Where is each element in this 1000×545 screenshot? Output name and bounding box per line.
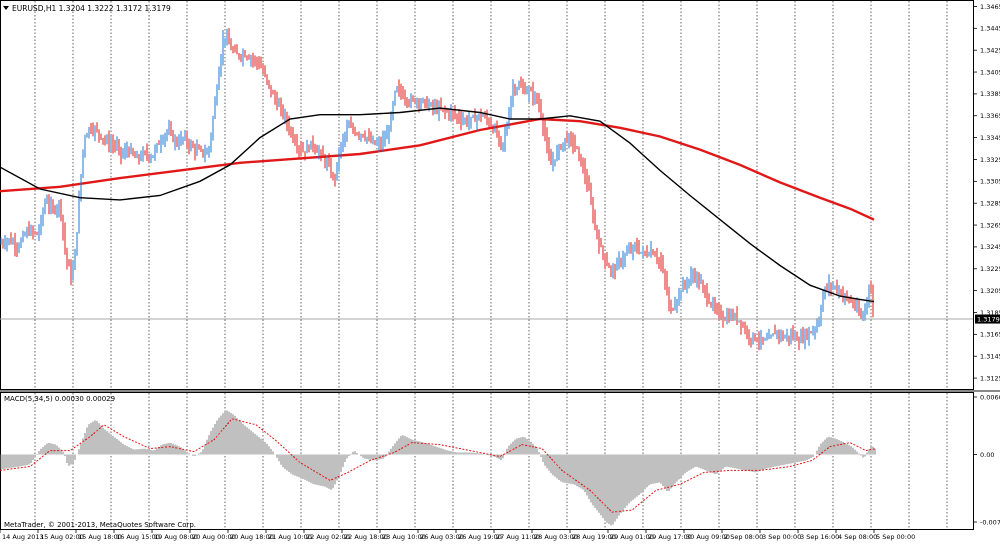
price-axis-label: 1.3425 — [980, 46, 1000, 54]
time-axis-label: 22 Aug 02:00 — [306, 533, 350, 541]
time-axis-label: 15 Aug 02:00 — [40, 533, 84, 541]
symbol-header-text: EURUSD,H1 1.3204 1.3222 1.3172 1.3179 — [12, 4, 171, 13]
time-axis-label: 14 Aug 2013 — [2, 533, 44, 541]
copyright-text: MetaTrader, © 2001-2013, MetaQuotes Soft… — [4, 521, 196, 529]
moving-average-slow — [0, 117, 875, 221]
macd-pane[interactable]: MACD(5,34,5) 0.00030 0.00029 MetaTrader,… — [0, 392, 1000, 530]
macd-signal-line — [0, 418, 877, 513]
macd-axis-label: 0.00 — [980, 451, 994, 459]
time-axis-label: 28 Aug 19:00 — [572, 533, 616, 541]
moving-average-fast — [0, 107, 875, 303]
macd-signal-path — [0, 418, 877, 513]
time-axis-label: 23 Aug 10:00 — [382, 533, 426, 541]
price-axis-label: 1.3385 — [980, 90, 1000, 98]
price-axis-label: 1.3365 — [980, 112, 1000, 120]
time-axis-label: 4 Sep 08:00 — [838, 533, 877, 541]
price-axis-label: 1.3145 — [980, 353, 1000, 361]
price-axis-label: 1.3265 — [980, 221, 1000, 229]
price-axis-label: 1.3285 — [980, 199, 1000, 207]
time-axis-label: 2 Sep 08:00 — [724, 533, 763, 541]
pane-separator[interactable] — [0, 390, 1000, 392]
current-price-tag-text: 1.3179 — [977, 315, 1000, 323]
macd-axis-label: 0.00601 — [980, 393, 1000, 401]
price-axis-label: 1.3325 — [980, 156, 1000, 164]
time-axis-label: 16 Aug 15:00 — [116, 533, 160, 541]
time-axis-label: 21 Aug 10:00 — [268, 533, 312, 541]
macd-header-text: MACD(5,34,5) 0.00030 0.00029 — [4, 395, 115, 403]
price-axis-label: 1.3205 — [980, 287, 1000, 295]
price-axis-label: 1.3465 — [980, 3, 1000, 11]
current-price-tag-bg — [975, 314, 1000, 324]
price-axis-label: 1.3405 — [980, 68, 1000, 76]
time-axis-label: 27 Aug 11:00 — [496, 533, 540, 541]
symbol-header: EURUSD,H1 1.3204 1.3222 1.3172 1.3179 — [3, 4, 171, 13]
candles — [0, 28, 874, 351]
macd-axis-label: -0.00713 — [980, 518, 1000, 526]
time-axis-label: 5 Sep 00:00 — [876, 533, 915, 541]
macd-pane-border — [0, 392, 974, 530]
time-axis-label: 20 Aug 00:00 — [192, 533, 236, 541]
macd-axis[interactable]: 0.00601 0.00 -0.00713 — [973, 393, 1000, 526]
current-price-tag: 1.3179 — [975, 314, 1000, 324]
time-axis-label: 26 Aug 19:00 — [458, 533, 502, 541]
ma-slow-line — [0, 117, 875, 221]
time-axis-label: 3 Sep 16:00 — [800, 533, 839, 541]
macd-histogram — [0, 410, 876, 526]
triangle-down-icon[interactable] — [3, 6, 9, 10]
price-axis-label: 1.3185 — [980, 309, 1000, 317]
price-axis-label: 1.3225 — [980, 265, 1000, 273]
time-axis-label: 3 Sep 00:00 — [762, 533, 801, 541]
price-pane[interactable]: EURUSD,H1 1.3204 1.3222 1.3172 1.3179 1.… — [0, 0, 1000, 390]
price-grid — [34, 1, 948, 389]
price-axis[interactable]: 1.3465 1.3445 1.3425 1.3405 1.3385 1.3365 1.33… — [973, 3, 1000, 383]
price-axis-label: 1.3125 — [980, 374, 1000, 382]
price-axis-label: 1.3165 — [980, 331, 1000, 339]
price-axis-label: 1.3245 — [980, 243, 1000, 251]
time-axis-label: 15 Aug 18:00 — [78, 533, 122, 541]
time-axis-label: 19 Aug 08:00 — [154, 533, 198, 541]
price-axis-label: 1.3305 — [980, 178, 1000, 186]
time-axis-label: 29 Aug 17:00 — [648, 533, 692, 541]
time-axis-label: 28 Aug 03:00 — [534, 533, 578, 541]
ma-fast-line — [0, 107, 875, 303]
time-axis-label: 22 Aug 18:00 — [344, 533, 388, 541]
time-axis-label: 20 Aug 18:00 — [230, 533, 274, 541]
price-pane-border — [0, 0, 974, 390]
time-axis-label: 30 Aug 09:00 — [686, 533, 730, 541]
price-axis-label: 1.3345 — [980, 134, 1000, 142]
time-axis-label: 26 Aug 03:00 — [420, 533, 464, 541]
time-axis-label: 29 Aug 01:00 — [610, 533, 654, 541]
price-axis-label: 1.3445 — [980, 25, 1000, 33]
